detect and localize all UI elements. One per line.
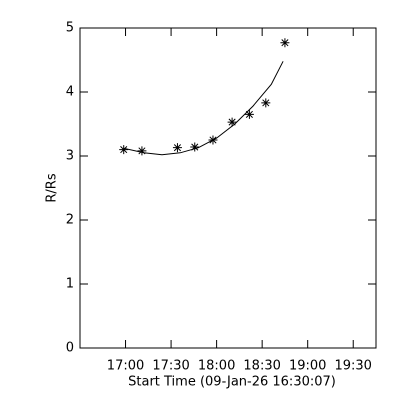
- plot-frame: [79, 27, 377, 349]
- x-tick-label: 19:00: [289, 359, 326, 374]
- x-tick-label: 18:30: [243, 359, 280, 374]
- x-axis-label: Start Time (09-Jan-26 16:30:07): [128, 375, 336, 390]
- y-tick-label: 1: [66, 277, 74, 292]
- y-tick-label: 2: [66, 213, 74, 228]
- y-tick-label: 5: [66, 21, 74, 36]
- data-point: [190, 142, 200, 152]
- y-tick-label: 3: [66, 149, 74, 164]
- data-point: [119, 145, 129, 155]
- data-point: [244, 109, 254, 119]
- data-point: [137, 146, 147, 156]
- y-tick-label: 4: [66, 85, 74, 100]
- x-tick-label: 17:00: [107, 359, 144, 374]
- x-tick-label: 19:30: [334, 359, 371, 374]
- x-tick-label: 17:30: [152, 359, 189, 374]
- data-point: [280, 38, 290, 48]
- fit-curve: [123, 61, 284, 156]
- data-point: [208, 135, 218, 145]
- y-axis-label: R/Rs: [45, 173, 60, 202]
- data-point: [172, 143, 182, 153]
- data-point: [227, 117, 237, 127]
- x-tick-label: 18:00: [198, 359, 235, 374]
- y-tick-label: 0: [66, 341, 74, 356]
- data-point: [261, 98, 271, 108]
